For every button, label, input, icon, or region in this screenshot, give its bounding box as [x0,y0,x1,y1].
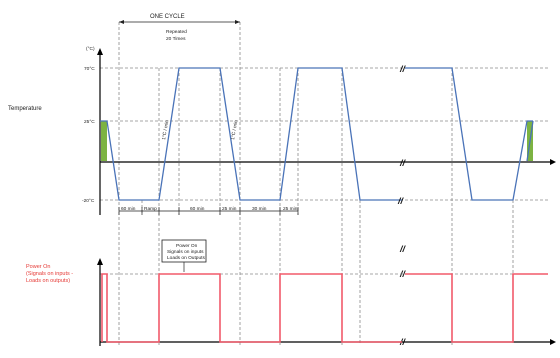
power-label-line2: (Signals on inputs - [26,271,73,277]
callout-line2: Signals on inputs [167,249,204,255]
break-mark-cold: // [397,196,405,206]
duration-label-4: 25 min [222,206,237,212]
break-mark-between: // [399,244,407,254]
break-mark-axis: // [399,158,407,168]
callout-line3: Loads on Outputs [167,255,205,261]
cold-tick-label: -20°C [82,198,95,204]
power-panel: Power On (Signals on inputs - Loads on o… [26,239,556,346]
break-marks: // // // // // // [397,64,407,347]
power-y-axis-arrow-icon [97,258,103,265]
duration-label-2: Ramp [144,206,157,212]
break-mark-hot: // [399,64,407,74]
ramp-down-label: 1°C / min [161,120,170,141]
duration-label-6: 25 min [283,206,298,212]
repeat-label-line2: 20 Times [166,36,186,42]
power-label-line1: Power On [26,264,50,270]
one-cycle-label: ONE CYCLE [150,14,185,20]
callout-line1: Power On [176,243,198,249]
temperature-panel: Temperature (°C) 70°C 25°C -20°C 1°C / m… [8,22,556,345]
power-signal-line [101,273,402,343]
duration-label-3: 60 min [190,206,205,212]
power-time-axis-arrow-icon [550,339,556,345]
duration-row: 60 min Ramp 60 min 25 min 30 min 25 min [118,206,299,215]
ramp-up-label: 1°C / min [230,120,239,141]
ambient-start-marker [101,121,107,161]
y-axis-arrow-icon [97,48,103,55]
repeat-label-line1: Repeated [166,29,187,35]
temperature-profile-line-continued [405,67,533,201]
hot-tick-label: 70°C [84,66,95,72]
unit-label: (°C) [86,46,95,52]
duration-label-5: 30 min [252,206,267,212]
temperature-axis-label: Temperature [8,106,42,112]
temperature-return-line [526,120,534,162]
ambient-tick-label: 25°C [84,119,95,125]
power-signal-line-continued [405,273,548,343]
power-label-line3: Loads on outputs) [26,278,70,284]
duration-label-1: 60 min [121,206,136,212]
time-axis-arrow-icon [550,159,556,165]
temperature-profile-line [100,67,402,201]
one-cycle-bracket: ONE CYCLE Repeated 20 Times [119,14,240,42]
